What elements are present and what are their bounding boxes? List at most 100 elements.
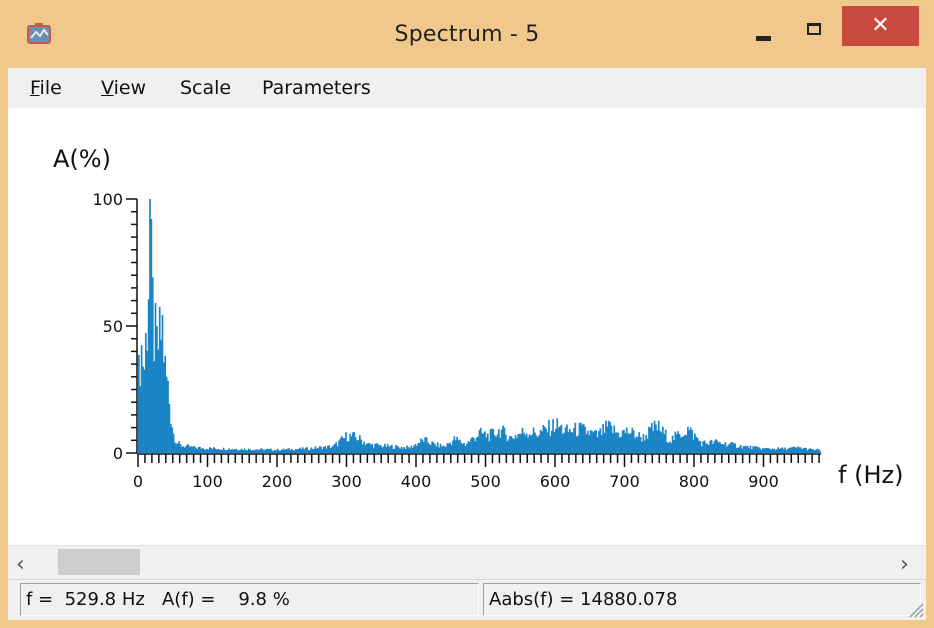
spectrum-bar xyxy=(698,440,700,453)
spectrum-bar xyxy=(534,432,536,453)
spectrum-bar xyxy=(153,361,155,453)
spectrum-bar xyxy=(328,445,331,453)
spectrum-bar xyxy=(637,437,639,453)
spectrum-bar xyxy=(599,428,602,453)
spectrum-bar xyxy=(776,449,778,453)
spectrum-bar xyxy=(574,422,577,453)
spectrum-bar xyxy=(370,444,372,453)
spectrum-bar xyxy=(279,450,282,453)
spectrum-bar xyxy=(536,437,539,453)
spectrum-bar xyxy=(417,442,420,453)
spectrum-bar xyxy=(342,437,345,453)
spectrum-bar xyxy=(631,427,634,453)
spectrum-bar xyxy=(549,436,552,453)
spectrum-bar xyxy=(500,429,503,453)
spectrum-bar xyxy=(332,445,335,453)
spectrum-bar xyxy=(151,277,154,453)
spectrum-bar xyxy=(582,423,585,453)
resize-grip-icon[interactable] xyxy=(906,600,924,618)
spectrum-bar xyxy=(164,355,167,453)
spectrum-bar xyxy=(247,448,250,453)
spectrum-bar xyxy=(150,218,153,453)
spectrum-bar xyxy=(816,448,819,453)
spectrum-plot[interactable]: A(%) f (Hz) 0 50 100 0 100 200 300 400 500 600 700… xyxy=(8,108,926,575)
spectrum-bar xyxy=(543,426,546,453)
spectrum-bar xyxy=(489,429,492,453)
spectrum-bar xyxy=(485,437,488,453)
title-bar[interactable]: Spectrum - 5 ✕ xyxy=(0,0,934,68)
spectrum-bar xyxy=(163,362,165,453)
spectrum-bar xyxy=(211,448,214,453)
spectrum-bar xyxy=(385,446,388,453)
spectrum-bar xyxy=(770,449,773,453)
spectrum-bar xyxy=(138,354,140,453)
horizontal-scrollbar[interactable]: ‹ › xyxy=(8,545,926,580)
spectrum-bar xyxy=(521,427,524,453)
spectrum-bar xyxy=(253,450,256,453)
spectrum-bar xyxy=(474,441,477,453)
spectrum-bar xyxy=(742,446,745,453)
spectrum-bar xyxy=(671,435,674,453)
x-tick-label: 100 xyxy=(192,472,223,491)
spectrum-bar xyxy=(691,430,693,453)
spectrum-bar xyxy=(707,444,710,453)
spectrum-bar xyxy=(567,431,570,453)
menu-bar: File View Scale Parameters xyxy=(8,68,926,108)
spectrum-bar xyxy=(675,434,678,453)
scroll-thumb[interactable] xyxy=(58,549,140,575)
menu-parameters[interactable]: Parameters xyxy=(262,77,371,99)
spectrum-bar xyxy=(221,449,224,453)
spectrum-bar xyxy=(361,444,364,453)
spectrum-bar xyxy=(343,438,346,453)
spectrum-bar xyxy=(283,449,286,453)
spectrum-bar xyxy=(459,439,461,453)
spectrum-bar xyxy=(232,449,235,453)
spectrum-bar xyxy=(499,437,502,453)
menu-scale[interactable]: Scale xyxy=(180,77,232,99)
spectrum-bar xyxy=(646,438,649,453)
scroll-right-icon[interactable]: › xyxy=(900,552,909,577)
spectrum-bar xyxy=(395,445,397,453)
spectrum-bar xyxy=(324,445,326,453)
spectrum-bar xyxy=(157,349,160,453)
spectrum-bar xyxy=(507,439,510,453)
close-button[interactable]: ✕ xyxy=(842,6,919,46)
minimize-button[interactable] xyxy=(744,6,788,46)
spectrum-bar xyxy=(694,433,696,453)
spectrum-bar xyxy=(685,435,688,453)
spectrum-bar xyxy=(295,449,297,453)
spectrum-bar xyxy=(789,447,792,453)
y-tick-label: 50 xyxy=(103,317,123,336)
menu-view[interactable]: View xyxy=(101,77,146,99)
spectrum-bar xyxy=(277,448,279,453)
spectrum-bar xyxy=(645,434,648,453)
spectrum-bar xyxy=(518,433,521,453)
spectrum-bar xyxy=(794,446,796,453)
spectrum-bar xyxy=(545,428,547,453)
spectrum-bar xyxy=(314,446,317,453)
spectrum-bar xyxy=(687,426,689,453)
spectrum-bar xyxy=(410,445,413,453)
spectrum-bar xyxy=(384,443,386,453)
spectrum-bar xyxy=(795,447,798,453)
spectrum-bar xyxy=(402,448,404,453)
spectrum-bar xyxy=(388,446,390,453)
maximize-button[interactable] xyxy=(797,6,841,46)
spectrum-bar xyxy=(327,445,329,453)
spectrum-bar xyxy=(393,448,396,453)
menu-file[interactable]: File xyxy=(30,77,62,99)
spectrum-bar xyxy=(144,333,147,453)
spectrum-bar xyxy=(719,441,721,453)
spectrum-bar xyxy=(624,433,627,453)
spectrum-bar xyxy=(520,433,522,453)
spectrum-bar xyxy=(700,446,703,453)
spectrum-bar xyxy=(182,446,185,453)
scroll-left-icon[interactable]: ‹ xyxy=(16,552,25,577)
spectrum-bar xyxy=(407,447,410,453)
spectrum-bar xyxy=(421,439,424,453)
minimize-icon xyxy=(756,36,771,41)
spectrum-bar xyxy=(449,442,452,453)
spectrum-bar xyxy=(759,448,762,453)
spectrum-bar xyxy=(780,448,782,453)
spectrum-bar xyxy=(256,449,258,453)
